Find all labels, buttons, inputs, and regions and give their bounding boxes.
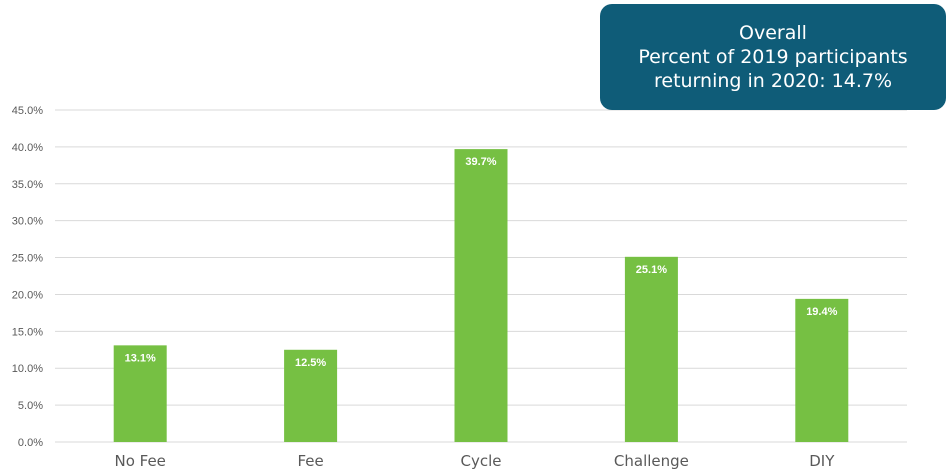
callout-line-1: Overall (739, 22, 807, 44)
bar (795, 298, 849, 442)
y-tick-label: 15.0% (12, 326, 43, 338)
y-tick-label: 10.0% (12, 363, 43, 375)
category-label: Cycle (461, 452, 502, 470)
y-axis-tick-labels: 0.0% 5.0% 10.0% 15.0% 20.0% 25.0% 30.0% 35.0% 40… (12, 105, 43, 449)
x-axis-category-labels: No Fee Fee Cycle Challenge DIY (114, 452, 835, 470)
data-labels: 13.1% 12.5% 39.7% 25.1% 19.4% (125, 156, 838, 369)
y-tick-label: 30.0% (12, 216, 43, 228)
category-label: DIY (809, 452, 835, 470)
bar (284, 349, 338, 442)
category-label: Fee (297, 452, 323, 470)
category-label: No Fee (114, 452, 165, 470)
callout-line-3: returning in 2020: 14.7% (653, 70, 893, 92)
data-label: 13.1% (125, 352, 156, 364)
data-label: 39.7% (465, 156, 496, 168)
bar (624, 256, 678, 442)
y-tick-label: 0.0% (18, 437, 43, 449)
data-label: 19.4% (806, 306, 837, 318)
y-tick-label: 25.0% (12, 253, 43, 265)
bar (113, 345, 167, 442)
data-label: 25.1% (636, 264, 667, 276)
category-label: Challenge (614, 452, 689, 470)
bar (454, 149, 508, 442)
bars (113, 149, 849, 442)
y-tick-label: 45.0% (12, 105, 43, 117)
y-tick-label: 20.0% (12, 289, 43, 301)
y-tick-label: 40.0% (12, 142, 43, 154)
data-label: 12.5% (295, 357, 326, 369)
overall-callout: Overall Percent of 2019 participants ret… (600, 4, 946, 110)
y-tick-label: 35.0% (12, 179, 43, 191)
y-tick-label: 5.0% (18, 400, 43, 412)
callout-line-2: Percent of 2019 participants (638, 46, 908, 68)
